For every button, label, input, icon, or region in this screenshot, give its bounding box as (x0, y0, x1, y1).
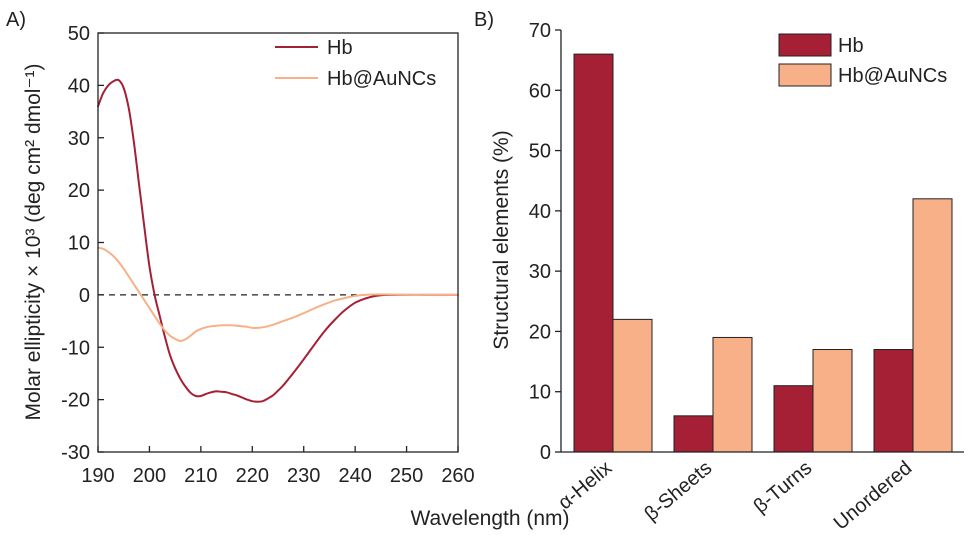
panel-a-plot-frame (97, 32, 459, 453)
bar-hb-aunc-0 (612, 318, 653, 453)
x-tick-label: 240 (338, 465, 371, 487)
bar-hb-aunc-3 (912, 198, 953, 453)
legend-swatch-hb (778, 33, 832, 57)
panel-b-structural-elements: B) 0 10 20 30 40 50 60 70 α-Helix β-Sheets β-Turn… (474, 9, 964, 535)
bar-hb-2 (773, 385, 814, 453)
panel-a-label: A) (6, 9, 26, 31)
y-tick-label: -20 (61, 390, 90, 412)
bar-hb-aunc-1 (712, 336, 753, 453)
y-tick-label: 40 (529, 201, 551, 223)
y-tick-label: -30 (61, 442, 90, 464)
panel-b-bars (573, 53, 953, 453)
panel-b-legend: Hb Hb@AuNCs (778, 33, 947, 87)
y-tick-label: 30 (529, 261, 551, 283)
category-label: β-Turns (750, 457, 817, 518)
y-tick-label: 50 (529, 141, 551, 163)
category-label: Unordered (830, 457, 917, 535)
bar-hb-3 (873, 349, 914, 453)
panel-a-legend: Hb Hb@AuNCs (275, 37, 436, 90)
y-tick-label: 0 (540, 442, 551, 464)
y-tick-label: 20 (68, 180, 90, 202)
series-line-hb (97, 78, 459, 403)
legend-label-hb: Hb (838, 35, 864, 57)
panel-a-y-axis-label: Molar ellipticity × 10³ (deg cm² dmol⁻¹) (22, 63, 45, 420)
y-tick-label: 30 (68, 128, 90, 150)
y-tick-label: 0 (79, 285, 90, 307)
category-label: α-Helix (554, 457, 616, 514)
legend-label-hb-aunc: Hb@AuNCs (838, 65, 947, 87)
y-tick-label: 10 (68, 233, 90, 255)
x-tick-label: 260 (441, 465, 474, 487)
panel-a-y-axis-ticks: 50 40 30 20 10 0 -10 -20 -30 (61, 23, 104, 464)
x-tick-label: 210 (184, 465, 217, 487)
panel-b-axes (560, 30, 964, 453)
panel-b-y-axis-label: Structural elements (%) (490, 130, 513, 349)
category-label: β-Sheets (640, 457, 716, 526)
legend-swatch-hb-aunc (778, 63, 832, 87)
legend-label-hb-aunc: Hb@AuNCs (327, 68, 436, 90)
y-tick-label: 10 (529, 382, 551, 404)
y-tick-label: 70 (529, 20, 551, 42)
x-tick-label: 190 (81, 465, 114, 487)
bar-hb-aunc-2 (812, 349, 853, 453)
panel-b-category-labels: α-Helix β-Sheets β-Turns Unordered (554, 457, 916, 535)
bar-hb-0 (573, 53, 614, 453)
x-tick-label: 220 (236, 465, 269, 487)
y-tick-label: 20 (529, 321, 551, 343)
x-tick-label: 200 (133, 465, 166, 487)
panel-b-y-axis-ticks: 0 10 20 30 40 50 60 70 (529, 20, 561, 464)
series-line-hb-aunc (97, 246, 459, 343)
panel-a-x-axis-label: Wavelength (nm) (410, 507, 569, 530)
y-tick-label: 40 (68, 75, 90, 97)
x-tick-label: 230 (287, 465, 320, 487)
x-tick-label: 250 (390, 465, 423, 487)
panel-a-series-lines (97, 78, 459, 403)
y-tick-label: 50 (68, 23, 90, 45)
panel-b-label: B) (474, 9, 494, 31)
bar-hb-1 (673, 415, 714, 453)
y-tick-label: -10 (61, 337, 90, 359)
y-tick-label: 60 (529, 80, 551, 102)
legend-label-hb: Hb (327, 37, 353, 59)
